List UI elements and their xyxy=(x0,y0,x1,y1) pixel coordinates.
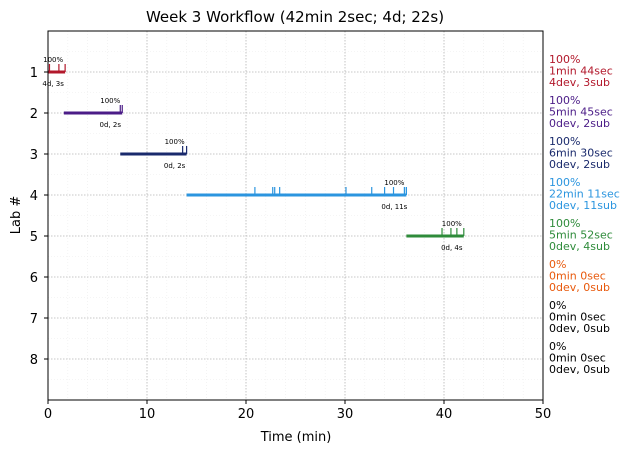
y-tick-label: 2 xyxy=(30,107,38,122)
lab-1-percent-label: 100% xyxy=(43,56,63,64)
y-axis-label: Lab # xyxy=(9,196,24,235)
lab-3-summary-line: 6min 30sec xyxy=(549,147,613,160)
lab-3-count-label: 0d, 2s xyxy=(164,162,186,170)
lab-2-summary-line: 100% xyxy=(549,94,580,107)
lab-4-summary-line: 0dev, 11sub xyxy=(549,199,617,212)
y-tick-label: 3 xyxy=(30,148,38,163)
x-tick-label: 0 xyxy=(44,407,52,422)
lab-5-summary-line: 0dev, 4sub xyxy=(549,240,610,253)
lab-4-count-label: 0d, 11s xyxy=(381,203,407,211)
x-tick-label: 30 xyxy=(337,407,354,422)
lab-5-count-label: 0d, 4s xyxy=(441,244,463,252)
lab-2-percent-label: 100% xyxy=(100,97,120,105)
lab-6-summary-line: 0% xyxy=(549,258,566,271)
x-tick-label: 20 xyxy=(238,407,255,422)
y-tick-label: 6 xyxy=(30,271,38,286)
x-axis-ticks: 0 10 20 30 40 50 xyxy=(44,400,551,422)
bar-labels: 100% 4d, 3s 100% 0d, 2s 100% 0d, 2s 100% 0d, 11… xyxy=(42,56,462,252)
lab-1-summary-line: 1min 44sec xyxy=(549,65,613,78)
chart-title: Week 3 Workflow (42min 2sec; 4d; 22s) xyxy=(146,8,444,26)
lab-7-summary-line: 0min 0sec xyxy=(549,311,606,324)
lab-1-summary-line: 100% xyxy=(549,53,580,66)
lab-5-percent-label: 100% xyxy=(442,220,462,228)
lab-8-summary-line: 0dev, 0sub xyxy=(549,363,610,376)
y-tick-label: 7 xyxy=(30,312,38,327)
y-tick-label: 4 xyxy=(30,189,38,204)
lab-6-summary-line: 0dev, 0sub xyxy=(549,281,610,294)
lab-4-summary-line: 100% xyxy=(549,176,580,189)
lab-7-summary-line: 0% xyxy=(549,299,566,312)
lab-3-summary-line: 100% xyxy=(549,135,580,148)
lab-5-summary-line: 100% xyxy=(549,217,580,230)
y-tick-label: 5 xyxy=(30,230,38,245)
series-bars xyxy=(48,64,465,238)
lab-5-summary-line: 5min 52sec xyxy=(549,229,613,242)
lab-6-summary-line: 0min 0sec xyxy=(549,270,606,283)
lab-4-percent-label: 100% xyxy=(384,179,404,187)
lab-8-summary-line: 0min 0sec xyxy=(549,352,606,365)
y-tick-label: 8 xyxy=(30,353,38,368)
x-tick-label: 50 xyxy=(535,407,552,422)
y-tick-label: 1 xyxy=(30,66,38,81)
x-tick-label: 40 xyxy=(436,407,453,422)
lab-8-summary-line: 0% xyxy=(549,340,566,353)
lab-1-count-label: 4d, 3s xyxy=(42,80,64,88)
y-axis-ticks: 1 2 3 4 5 6 7 8 xyxy=(30,66,48,368)
lab-4-summary-line: 22min 11sec xyxy=(549,188,620,201)
lab-3-summary-line: 0dev, 2sub xyxy=(549,158,610,171)
lab-7-summary-line: 0dev, 0sub xyxy=(549,322,610,335)
x-tick-label: 10 xyxy=(139,407,156,422)
x-axis-label: Time (min) xyxy=(260,430,332,445)
lab-2-summary-line: 5min 45sec xyxy=(549,106,613,119)
lab-3-percent-label: 100% xyxy=(165,138,185,146)
lab-2-summary-line: 0dev, 2sub xyxy=(549,117,610,130)
lab-1-summary-line: 4dev, 3sub xyxy=(549,76,610,89)
lab-2-count-label: 0d, 2s xyxy=(100,121,122,129)
grid xyxy=(47,31,544,400)
plot-frame xyxy=(47,30,544,401)
